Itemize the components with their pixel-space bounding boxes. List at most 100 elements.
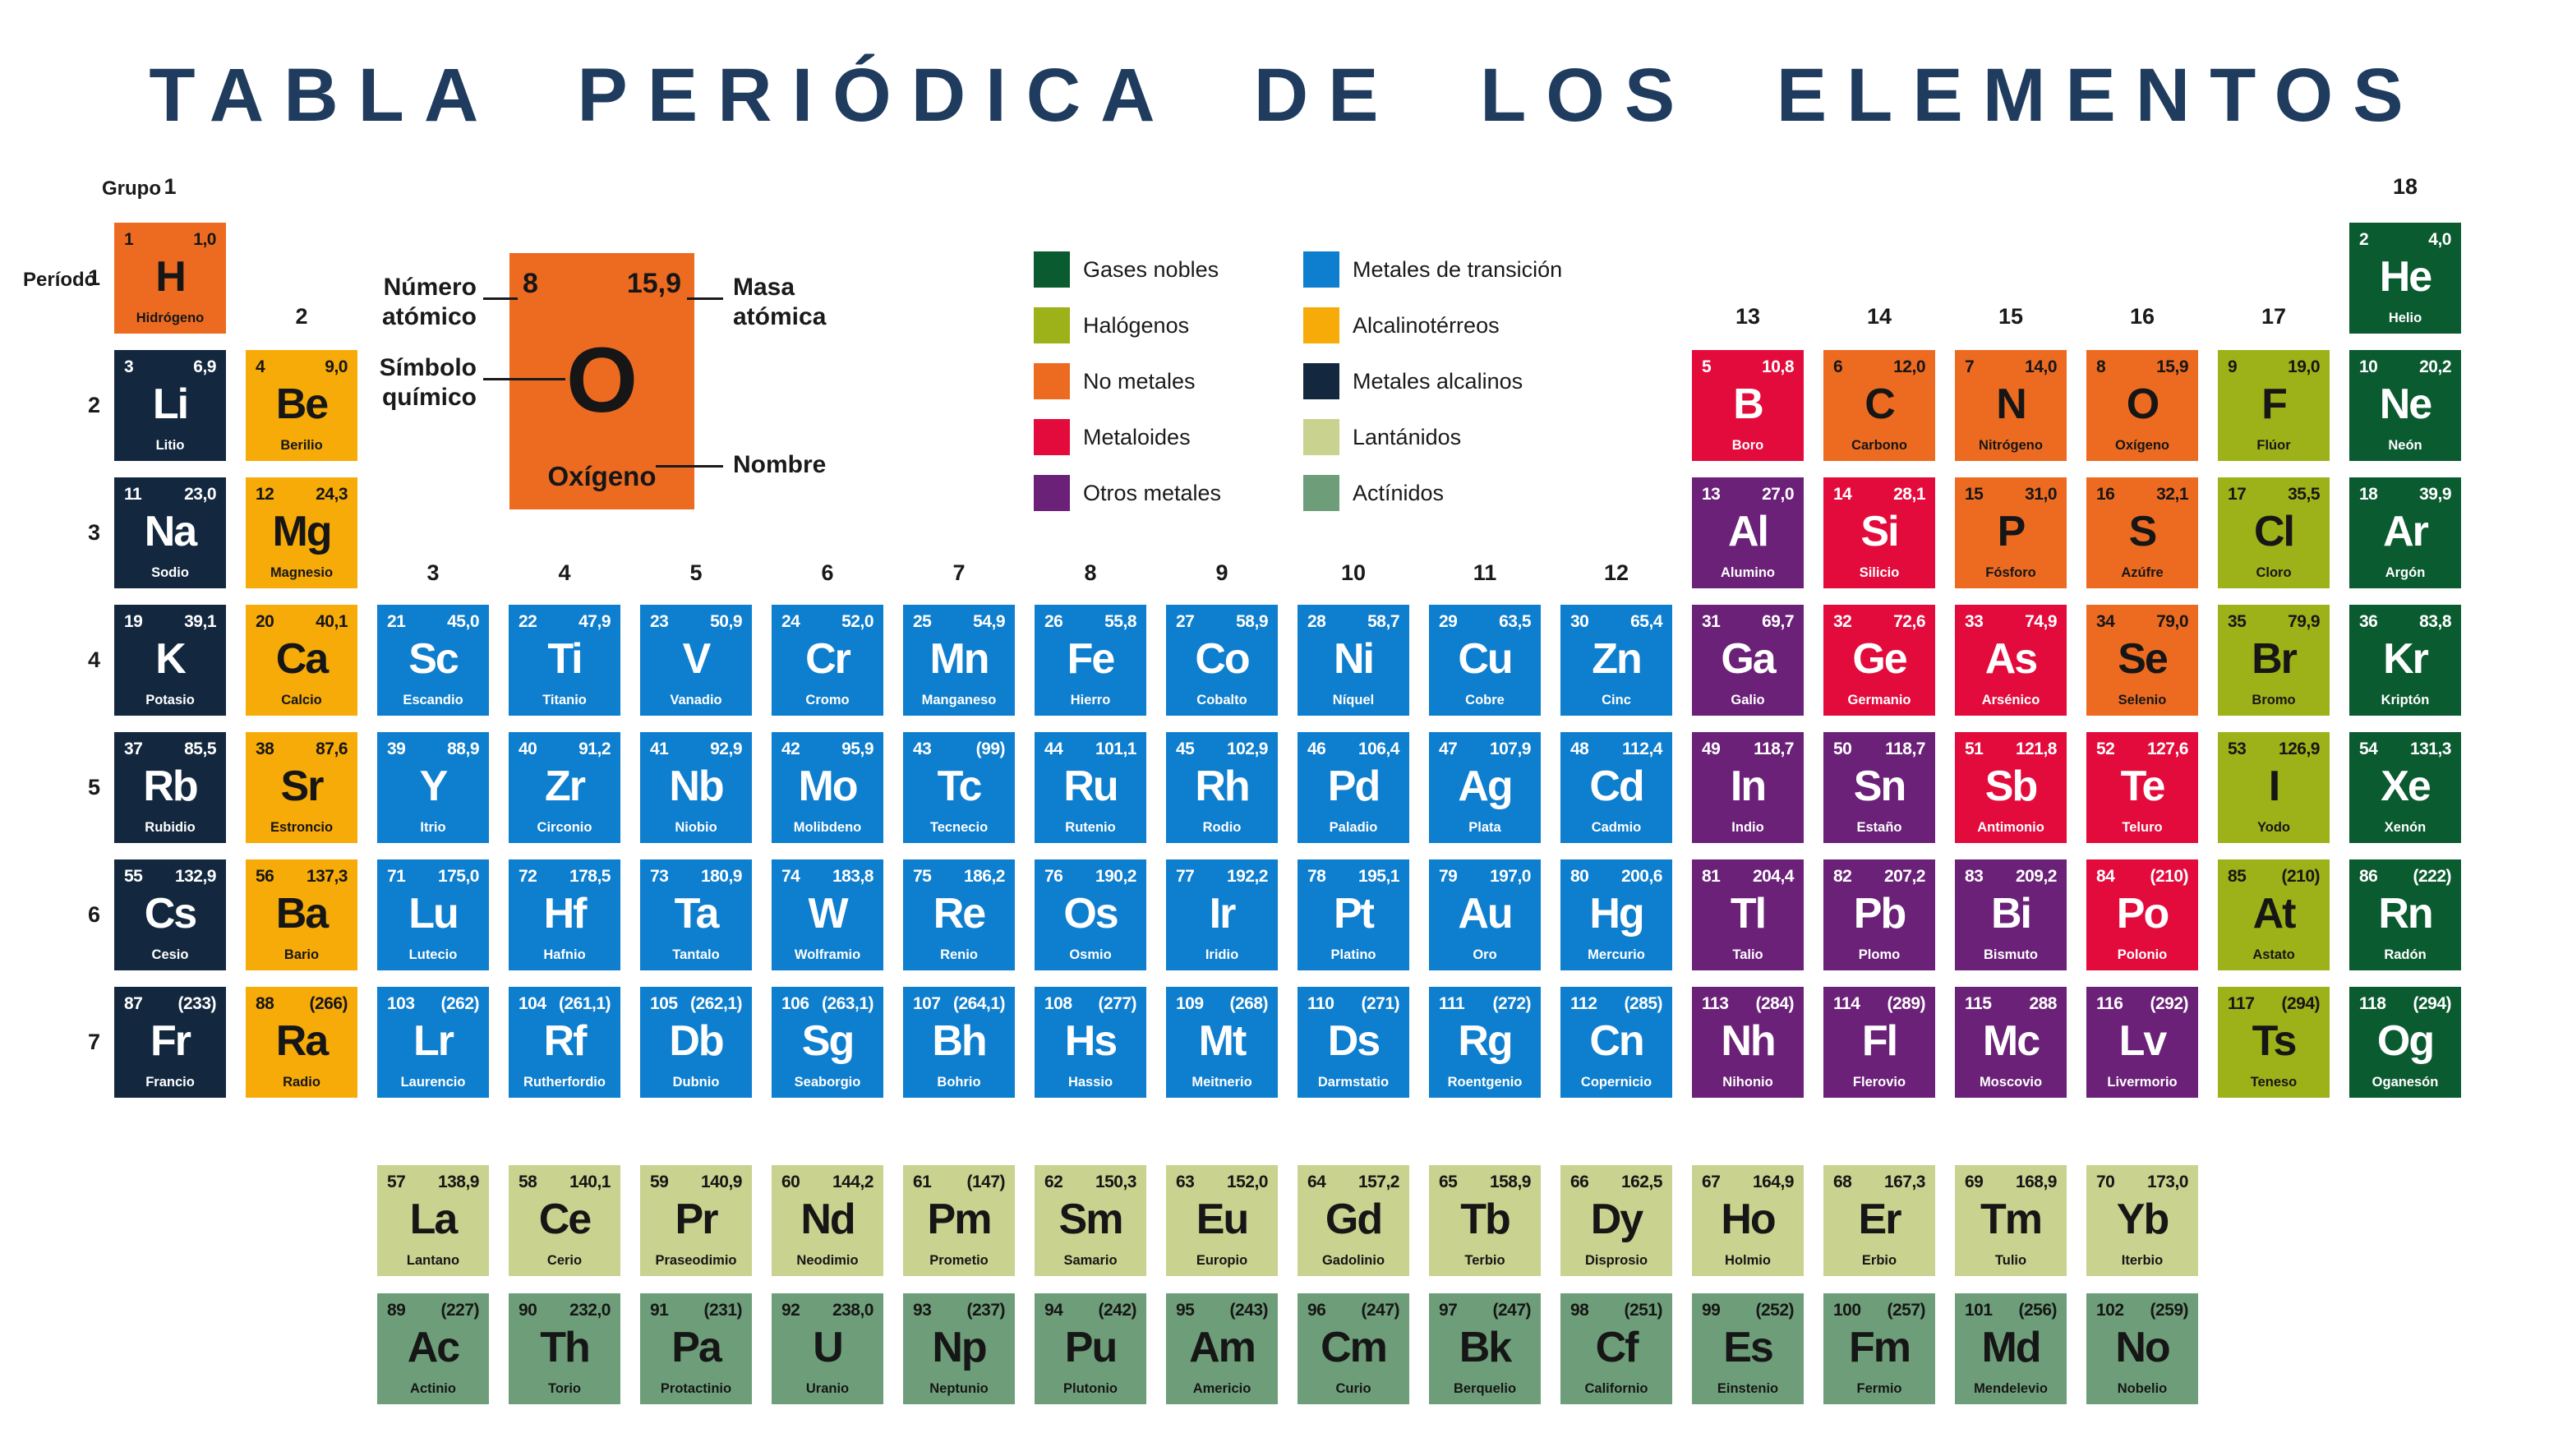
element-Nd: 60 144,2 Nd Neodimio [772, 1165, 883, 1276]
element-Cn: 112 (285) Cn Copernicio [1560, 987, 1672, 1098]
atomic-number: 63 [1176, 1173, 1195, 1191]
element-Ag: 47 107,9 Ag Plata [1429, 732, 1541, 843]
element-U: 92 238,0 U Uranio [772, 1293, 883, 1404]
atomic-mass: 101,1 [1095, 740, 1137, 758]
atomic-number: 95 [1176, 1301, 1195, 1320]
atomic-number: 85 [2228, 867, 2247, 886]
element-Hf: 72 178,5 Hf Hafnio [509, 859, 620, 970]
element-symbol: Ru [1063, 763, 1118, 811]
atomic-number: 90 [519, 1301, 537, 1320]
element-name: Oro [1473, 947, 1497, 962]
element-Am: 95 (243) Am Americio [1166, 1293, 1278, 1404]
element-name: Radio [283, 1074, 320, 1090]
example-element-card: 8 15,9 O Oxígeno [509, 253, 694, 509]
atomic-number: 73 [650, 867, 669, 886]
atomic-number: 21 [387, 612, 406, 631]
atomic-number: 78 [1307, 867, 1326, 886]
legend-label: Otros metales [1083, 480, 1222, 505]
element-Db: 105 (262,1) Db Dubnio [640, 987, 752, 1098]
atomic-number: 64 [1307, 1173, 1326, 1191]
element-name: Rodio [1202, 819, 1242, 835]
element-symbol: Ti [547, 635, 583, 684]
atomic-mass: 158,9 [1489, 1173, 1532, 1191]
atomic-mass: 197,0 [1489, 867, 1532, 886]
atomic-mass: 190,2 [1095, 867, 1137, 886]
atomic-mass: 107,9 [1489, 740, 1532, 758]
atomic-number: 22 [519, 612, 537, 631]
atomic-mass: 118,7 [1885, 740, 1925, 758]
element-Pu: 94 (242) Pu Plutonio [1035, 1293, 1146, 1404]
element-Y: 39 88,9 Y Itrio [377, 732, 489, 843]
element-name: Lutecio [408, 947, 458, 962]
element-symbol: Lu [408, 890, 459, 938]
element-symbol: Cs [144, 890, 197, 938]
atomic-mass: (99) [975, 740, 1006, 758]
element-symbol: Lr [413, 1017, 454, 1066]
element-name: Fermio [1856, 1380, 1902, 1396]
element-name: Nobelio [2117, 1380, 2168, 1396]
element-symbol: Hs [1064, 1017, 1118, 1066]
period-number-1: 1 [87, 265, 100, 290]
element-symbol: Pr [675, 1196, 719, 1244]
legend-item-transicion: Metales de transición [1303, 251, 1562, 288]
atomic-number: 9 [2228, 357, 2238, 376]
element-symbol: Gd [1325, 1196, 1383, 1244]
element-symbol: Te [2120, 763, 2166, 811]
element-symbol: Be [275, 380, 329, 429]
atomic-number: 84 [2096, 867, 2115, 886]
atomic-mass: (222) [2413, 867, 2451, 886]
atomic-number: 54 [2359, 740, 2378, 758]
element-symbol: Sr [280, 763, 325, 811]
atomic-mass: (262,1) [689, 994, 743, 1013]
element-Be: 4 9,0 Be Berilio [246, 350, 357, 461]
element-symbol: Bh [932, 1017, 987, 1066]
element-symbol: Dy [1590, 1196, 1643, 1244]
element-name: Tecnecio [929, 819, 989, 835]
element-symbol: N [1996, 380, 2027, 429]
element-symbol: Ir [1209, 890, 1237, 938]
atomic-number: 46 [1307, 740, 1326, 758]
element-name: Bario [283, 947, 320, 962]
element-name: Silicio [1859, 564, 1900, 580]
element-Fm: 100 (257) Fm Fermio [1823, 1293, 1935, 1404]
element-Fe: 26 55,8 Fe Hierro [1035, 605, 1146, 716]
element-symbol: Bk [1459, 1324, 1512, 1372]
atomic-number: 61 [913, 1173, 932, 1191]
element-name: Radón [2384, 947, 2427, 962]
element-name: Helio [2388, 310, 2422, 325]
element-symbol: K [155, 635, 187, 684]
element-name: Europio [1196, 1252, 1248, 1268]
element-symbol: Rg [1458, 1017, 1513, 1066]
element-Sm: 62 150,3 Sm Samario [1035, 1165, 1146, 1276]
element-Cs: 55 132,9 Cs Cesio [114, 859, 226, 970]
atomic-mass: 112,4 [1622, 740, 1662, 758]
element-name: Circonio [537, 819, 592, 835]
element-symbol: Tb [1460, 1196, 1511, 1244]
element-Er: 68 167,3 Er Erbio [1823, 1165, 1935, 1276]
atomic-mass: 195,1 [1357, 867, 1400, 886]
atomic-mass: 6,9 [193, 357, 216, 376]
atomic-mass: (210) [2281, 867, 2320, 886]
atomic-number: 108 [1044, 994, 1072, 1013]
atomic-mass: (263,1) [821, 994, 874, 1013]
element-Cm: 96 (247) Cm Curio [1298, 1293, 1409, 1404]
atomic-number: 97 [1439, 1301, 1458, 1320]
atomic-number: 96 [1307, 1301, 1326, 1320]
element-name: Hassio [1067, 1074, 1113, 1090]
group-number-15: 15 [1998, 304, 2024, 329]
element-symbol: Rb [143, 763, 198, 811]
atomic-mass: 4,0 [2428, 230, 2451, 249]
element-symbol: Rn [2378, 890, 2433, 938]
element-symbol: S [2128, 508, 2158, 556]
element-At: 85 (210) At Astato [2218, 859, 2330, 970]
atomic-mass: 14,0 [2025, 357, 2057, 376]
element-symbol: Sm [1058, 1196, 1124, 1244]
atomic-mass: (272) [1492, 994, 1531, 1013]
atomic-number: 35 [2228, 612, 2247, 631]
element-symbol: Ba [275, 890, 329, 938]
atomic-mass: 19,0 [2288, 357, 2320, 376]
element-Gd: 64 157,2 Gd Gadolinio [1298, 1165, 1409, 1276]
element-name: Calcio [281, 692, 322, 707]
atomic-number: 101 [1965, 1301, 1993, 1320]
atomic-mass: 35,5 [2288, 485, 2320, 504]
